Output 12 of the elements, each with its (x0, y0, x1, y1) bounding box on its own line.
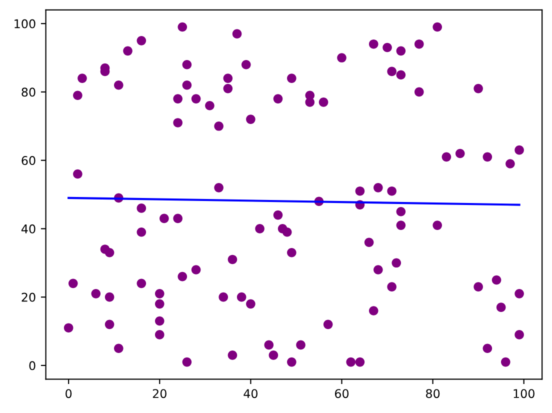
x-tick-label: 60 (334, 389, 349, 398)
y-tick-label: 20 (22, 292, 36, 302)
x-tick-label: 100 (514, 389, 534, 398)
y-tick-label: 60 (22, 156, 36, 166)
y-tick-label: 0 (29, 361, 36, 370)
x-tick-label: 20 (152, 389, 166, 398)
y-tick-label: 80 (22, 88, 36, 97)
y-tick-label: 100 (14, 19, 36, 28)
x-tick-label: 40 (244, 389, 258, 398)
y-tick-label: 40 (21, 224, 36, 234)
x-tick-label: 80 (426, 389, 440, 398)
x-tick-label: 0 (66, 389, 72, 398)
